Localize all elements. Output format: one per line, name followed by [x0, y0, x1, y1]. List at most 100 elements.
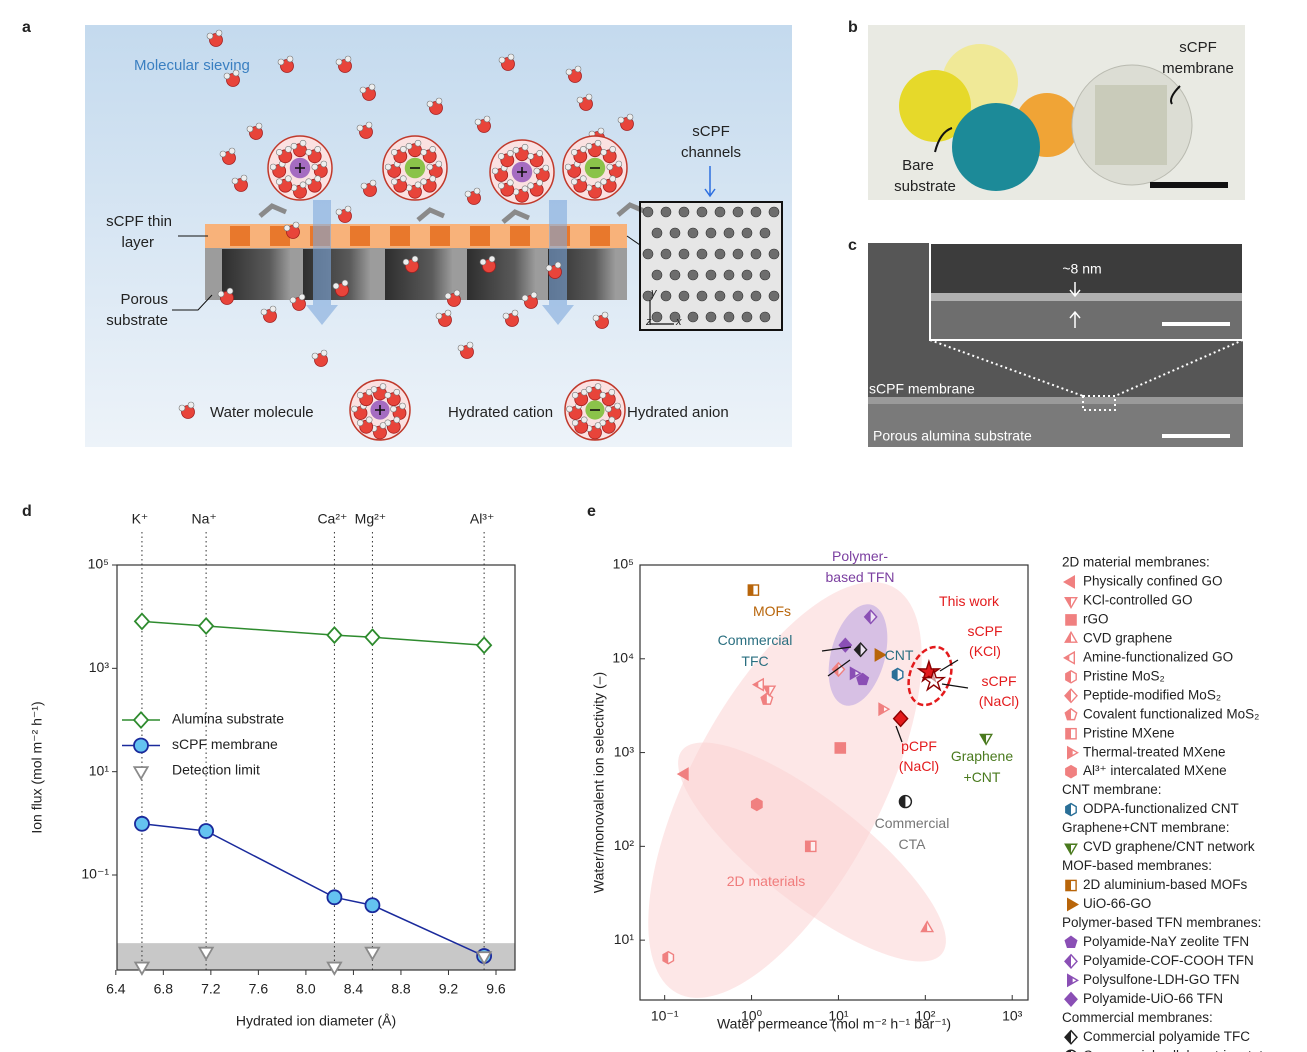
water-h [606, 163, 614, 171]
legend-label: Water molecule [210, 404, 314, 421]
zoom-box [1082, 395, 1116, 411]
water-h [351, 405, 358, 413]
water-h [393, 416, 401, 424]
water-h [255, 122, 263, 130]
water-h [592, 314, 600, 322]
y-axis-label: Ion flux (mol m⁻² h⁻¹) [29, 701, 45, 833]
water-h [536, 179, 544, 187]
legend-label: ODPA-functionalized CNT [1083, 801, 1239, 816]
annotation-line: TFC [741, 653, 768, 669]
annotation-line: (NaCl) [979, 693, 1019, 709]
legend-marker [1066, 897, 1079, 912]
data-point [874, 647, 887, 662]
water-h [565, 68, 573, 76]
y-tick-label: 10¹ [89, 762, 110, 778]
atom [723, 227, 735, 239]
annotation-line: Polymer- [832, 548, 888, 564]
layer-cell [470, 226, 490, 246]
ion-sign [517, 167, 527, 177]
water-h [420, 178, 428, 186]
annotation-arrow [895, 725, 903, 743]
label: sCPF thin layer [106, 213, 172, 251]
axis-label: y [650, 287, 658, 299]
water-h [305, 148, 313, 156]
legend-label: Polyamide-COF-COOH TFN [1083, 953, 1254, 968]
water-h [365, 121, 373, 129]
data-point [134, 815, 150, 832]
atom [678, 206, 690, 218]
inset-substrate [931, 300, 1242, 339]
water-h [228, 147, 236, 155]
annotation: pCPF (NaCl) [899, 738, 939, 774]
atom [732, 290, 744, 302]
x-tick-label: 9.2 [439, 981, 459, 997]
series-line [141, 823, 485, 957]
data-point-half [806, 841, 816, 851]
atom [678, 290, 690, 302]
atom [687, 269, 699, 281]
layer-cell [430, 226, 450, 246]
annotation-line: Commercial [875, 815, 950, 831]
water-h [232, 69, 240, 77]
atom [714, 248, 726, 260]
atom [741, 311, 753, 323]
water-h [536, 149, 544, 157]
annotation: Graphene +CNT [951, 748, 1013, 785]
atom [750, 248, 762, 260]
axes [649, 300, 674, 325]
water-h [609, 145, 617, 153]
membrane-layer [868, 397, 1243, 404]
arrow [934, 127, 953, 153]
label: Porous alumina substrate [873, 428, 1032, 444]
water-h [498, 56, 506, 64]
atom [741, 269, 753, 281]
data-point [364, 628, 381, 647]
water-h [608, 416, 616, 424]
legend-label: Thermal-treated MXene [1083, 744, 1226, 759]
channel-inset [639, 201, 783, 331]
panel-label: d [22, 503, 32, 520]
water-h [597, 127, 605, 135]
water-h [390, 178, 398, 186]
atom [687, 311, 699, 323]
legend-label: Commercial cellulose triacetate [1083, 1048, 1271, 1052]
water-h [576, 96, 584, 104]
annotation-line: sCPF [968, 623, 1003, 639]
water-h [429, 145, 437, 153]
water-h [564, 163, 572, 171]
legend-label: Commercial polyamide TFC [1083, 1029, 1250, 1044]
water-h [521, 143, 529, 151]
water-h [405, 142, 413, 150]
annotation-arrow [941, 683, 969, 689]
water-h [411, 255, 419, 263]
annotation: sCPF (KCl) [968, 623, 1003, 659]
water-h [320, 160, 328, 168]
atom [642, 248, 654, 260]
water-h [521, 185, 529, 193]
atom [642, 290, 654, 302]
y-tick-label: 10⁵ [88, 556, 109, 572]
water-h [286, 55, 294, 63]
annotation: Commercial CTA [875, 815, 950, 852]
atom [669, 311, 681, 323]
y-tick-label: 10² [614, 837, 635, 853]
legend-label: Pristine MXene [1083, 725, 1175, 740]
water-h [356, 124, 364, 132]
y-axis-label: Water/monovalent ion selectivity (–) [591, 672, 607, 893]
water-h [289, 296, 297, 304]
water-h [390, 148, 398, 156]
water-h [332, 282, 340, 290]
water-h [226, 287, 234, 295]
water-h [269, 305, 277, 313]
water-h [511, 309, 519, 317]
water-h [506, 149, 514, 157]
y-tick-label: 10³ [614, 743, 635, 759]
x-tick-label: 6.8 [154, 981, 174, 997]
water-h [594, 422, 602, 429]
inset-membrane [931, 293, 1242, 301]
x-tick-label: 7.2 [201, 981, 221, 997]
title: Molecular sieving [134, 57, 250, 74]
y-tick-label: 10¹ [614, 931, 635, 947]
water-h [390, 405, 397, 413]
legend-label: Polyamide-UiO-66 TFN [1083, 991, 1223, 1006]
